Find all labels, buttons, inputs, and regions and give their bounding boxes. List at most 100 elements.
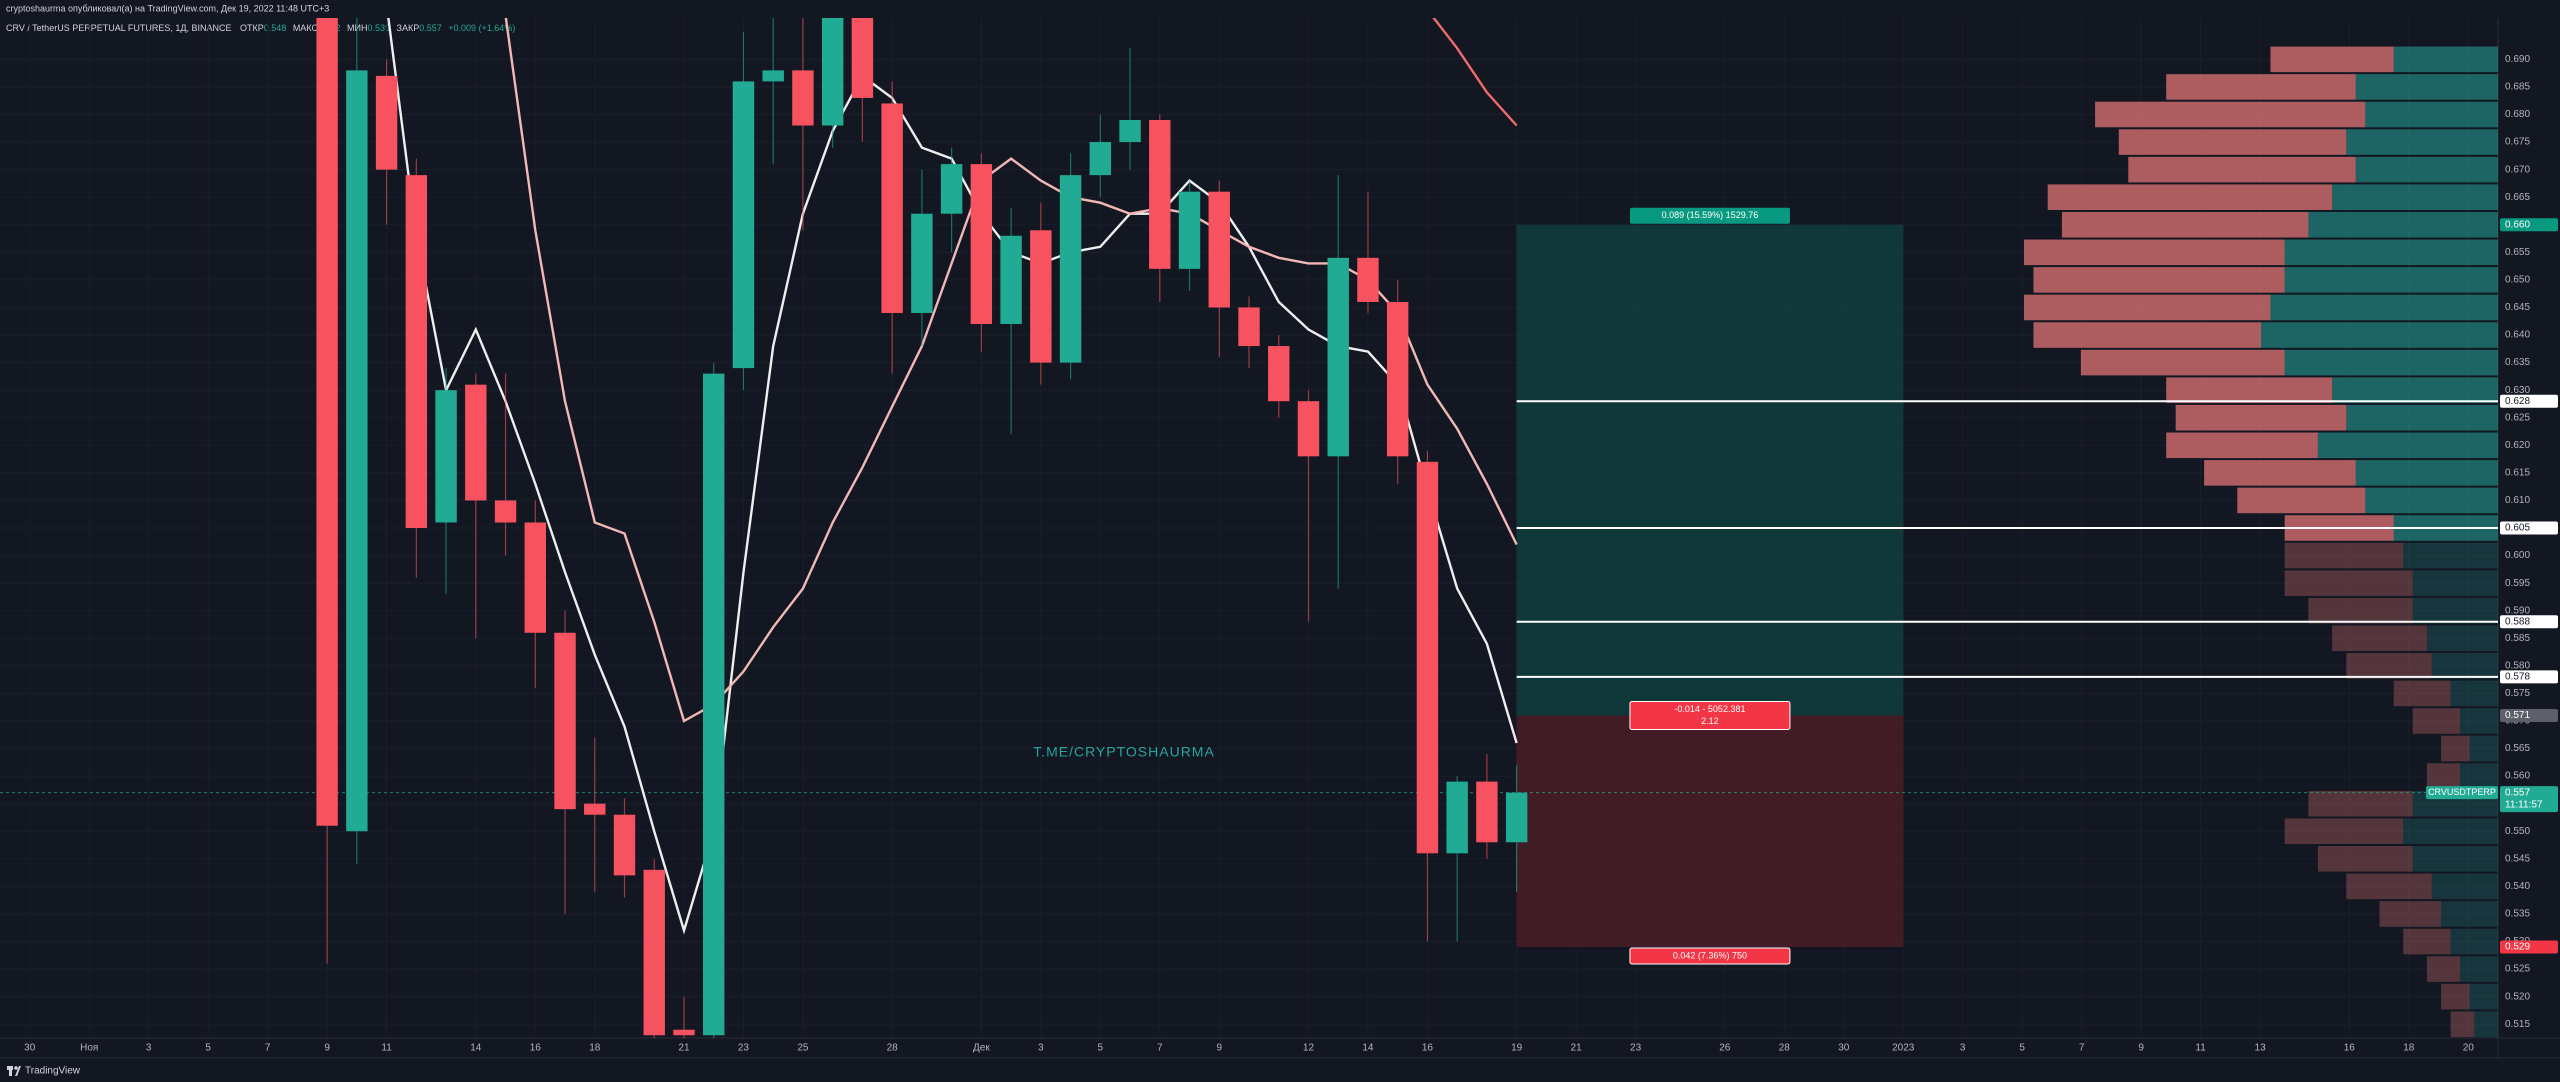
x-tick-label: 30 bbox=[24, 1043, 36, 1054]
profile-down bbox=[2128, 156, 2356, 183]
x-tick-label: 5 bbox=[1098, 1043, 1104, 1054]
y-tick-label: 0.600 bbox=[2505, 550, 2530, 561]
x-tick-label: 21 bbox=[678, 1043, 690, 1054]
x-tick-label: 14 bbox=[470, 1043, 482, 1054]
candle-body bbox=[554, 632, 576, 810]
candle-body bbox=[851, 18, 874, 98]
profile-up bbox=[2317, 432, 2498, 459]
price-tag bbox=[2500, 786, 2558, 813]
ohlc-value: 0.539 bbox=[367, 23, 390, 33]
x-tick-label: 18 bbox=[589, 1043, 601, 1054]
watermark: T.ME/CRYPTOSHAURMA bbox=[1033, 744, 1215, 760]
y-tick-label: 0.565 bbox=[2505, 743, 2530, 754]
price-tag bbox=[2500, 708, 2558, 722]
candle-body bbox=[375, 75, 398, 170]
candle-body bbox=[1297, 401, 1320, 457]
candle-body bbox=[1476, 781, 1498, 843]
symbol-tag-label: CRVUSDTPERP bbox=[2428, 787, 2496, 797]
candle-body bbox=[1208, 191, 1230, 308]
profile-up bbox=[2308, 211, 2498, 238]
profile-up bbox=[2270, 294, 2498, 321]
price-tag-label: 0.557 bbox=[2505, 787, 2530, 798]
candle-body bbox=[762, 70, 784, 82]
profile-down bbox=[2441, 735, 2470, 762]
candle-body bbox=[524, 522, 546, 633]
profile-down bbox=[2403, 928, 2451, 955]
x-tick-label: 11 bbox=[2195, 1043, 2206, 1054]
profile-down bbox=[2204, 460, 2356, 486]
x-tick-label: Дек bbox=[973, 1043, 990, 1054]
profile-down bbox=[2450, 1011, 2475, 1037]
legend-line: CRV / TetherUS PERPETUAL FUTURES, 1Д, BI… bbox=[6, 23, 515, 33]
y-tick-label: 0.595 bbox=[2505, 578, 2530, 589]
profile-down bbox=[2284, 542, 2404, 569]
ohlc-label: ЗАКР bbox=[397, 23, 420, 33]
x-tick-label: 7 bbox=[1157, 1043, 1163, 1054]
y-tick-label: 0.650 bbox=[2505, 275, 2530, 286]
y-tick-label: 0.625 bbox=[2505, 412, 2530, 423]
profile-down bbox=[2118, 129, 2347, 155]
loss-zone bbox=[1516, 715, 1904, 948]
entry-label: 2.12 bbox=[1701, 716, 1719, 726]
profile-up bbox=[2412, 846, 2498, 872]
x-tick-label: 9 bbox=[324, 1043, 330, 1054]
profile-up bbox=[2393, 46, 2498, 73]
candle-body bbox=[911, 213, 933, 313]
x-tick-label: 25 bbox=[797, 1043, 809, 1054]
profile-up bbox=[2412, 597, 2498, 624]
x-tick-label: Ноя bbox=[80, 1043, 98, 1054]
candle-body bbox=[1000, 235, 1022, 324]
profile-down bbox=[2308, 597, 2413, 624]
x-tick-label: 12 bbox=[1303, 1043, 1315, 1054]
ohlc-label: ОТКР bbox=[240, 23, 264, 33]
candle-body bbox=[940, 164, 963, 214]
price-tag bbox=[2500, 521, 2558, 535]
candle-body bbox=[673, 1029, 695, 1036]
x-tick-label: 23 bbox=[1630, 1043, 1642, 1054]
x-tick-label: 9 bbox=[2138, 1043, 2144, 1054]
profile-down bbox=[2346, 873, 2432, 900]
y-tick-label: 0.560 bbox=[2505, 771, 2530, 782]
y-tick-label: 0.645 bbox=[2505, 302, 2530, 313]
candle-body bbox=[494, 500, 517, 523]
entry-label: -0.014 - 5052.381 bbox=[1674, 704, 1745, 714]
x-tick-label: 30 bbox=[1838, 1043, 1850, 1054]
profile-up bbox=[2261, 322, 2498, 348]
x-tick-label: 11 bbox=[381, 1043, 392, 1054]
profile-down bbox=[2393, 680, 2451, 707]
y-tick-label: 0.665 bbox=[2505, 192, 2530, 203]
candle-body bbox=[1149, 120, 1171, 269]
y-tick-label: 0.575 bbox=[2505, 688, 2530, 699]
profile-down bbox=[2080, 349, 2285, 376]
profile-up bbox=[2355, 460, 2498, 486]
y-tick-label: 0.685 bbox=[2505, 82, 2530, 93]
stop-label-box bbox=[1629, 947, 1791, 965]
profile-up bbox=[2431, 653, 2498, 679]
profile-up bbox=[2284, 267, 2498, 293]
price-tag bbox=[2500, 218, 2558, 232]
profile-up bbox=[2332, 184, 2498, 210]
stop-label: 0.042 (7.36%) 750 bbox=[1673, 950, 1747, 960]
profile-down bbox=[2175, 404, 2347, 431]
candle-body bbox=[1238, 307, 1260, 347]
y-tick-label: 0.610 bbox=[2505, 495, 2530, 506]
x-tick-label: 5 bbox=[2019, 1043, 2025, 1054]
profile-down bbox=[2166, 74, 2356, 100]
price-tag bbox=[2500, 670, 2558, 684]
candle-body bbox=[1446, 781, 1468, 854]
profile-up bbox=[2365, 487, 2498, 514]
y-tick-label: 0.585 bbox=[2505, 633, 2530, 644]
y-tick-label: 0.670 bbox=[2505, 164, 2530, 175]
x-tick-label: 18 bbox=[2403, 1043, 2415, 1054]
profile-up bbox=[2460, 956, 2498, 982]
price-tag bbox=[2500, 940, 2558, 954]
x-tick-label: 3 bbox=[1038, 1043, 1044, 1054]
candle-body bbox=[1059, 175, 1082, 363]
profile-up bbox=[2332, 377, 2498, 403]
candle-body bbox=[613, 814, 636, 876]
profile-down bbox=[2237, 487, 2366, 514]
x-tick-label: 2023 bbox=[1892, 1043, 1915, 1054]
y-tick-label: 0.590 bbox=[2505, 605, 2530, 616]
target-label: 0.089 (15.59%) 1529.76 bbox=[1662, 210, 1759, 220]
